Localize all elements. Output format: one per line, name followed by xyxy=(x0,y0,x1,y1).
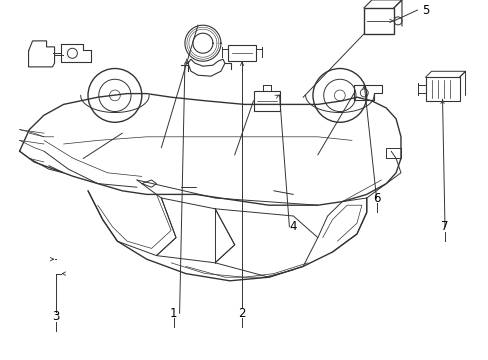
Bar xyxy=(425,77,459,101)
Bar xyxy=(253,91,279,111)
Bar xyxy=(227,45,256,61)
Text: 2: 2 xyxy=(238,307,245,320)
Text: 3: 3 xyxy=(52,310,60,323)
Text: 6: 6 xyxy=(372,192,380,204)
Text: 1: 1 xyxy=(169,307,177,320)
Text: 4: 4 xyxy=(289,220,297,233)
Text: 5: 5 xyxy=(421,4,428,17)
Bar xyxy=(363,8,393,34)
Text: 7: 7 xyxy=(440,220,448,233)
